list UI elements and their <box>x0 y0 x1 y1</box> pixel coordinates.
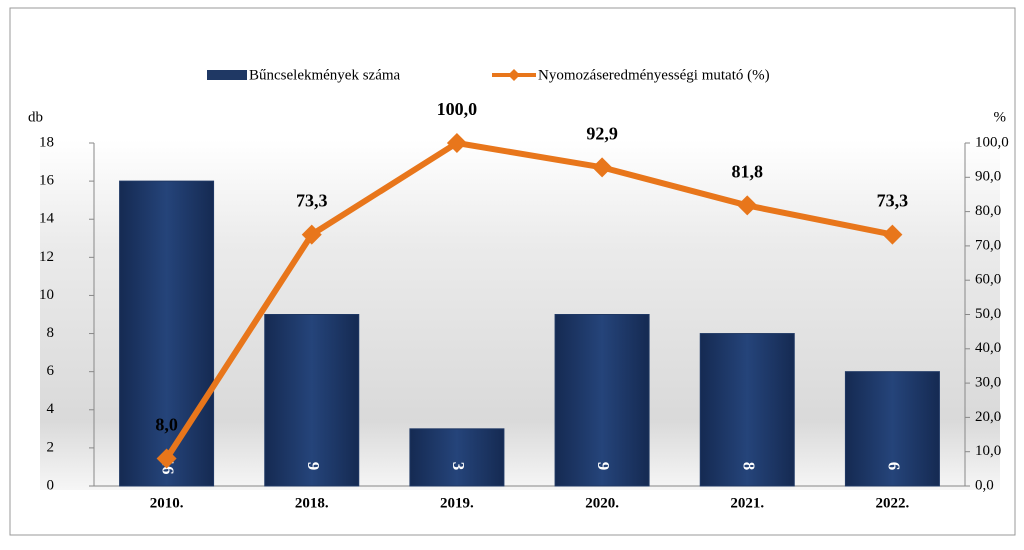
y2-tick-label: 40,0 <box>975 340 1001 356</box>
x-tick-label: 2019. <box>440 495 474 511</box>
legend-swatch-marker <box>508 69 520 81</box>
y-tick-label: 10 <box>39 287 54 303</box>
x-tick-label: 2020. <box>585 495 619 511</box>
y2-tick-label: 100,0 <box>975 134 1009 150</box>
y-tick-label: 16 <box>39 173 55 189</box>
line-value-label: 73,3 <box>296 191 328 211</box>
line-value-label: 81,8 <box>732 162 764 182</box>
bar-value-label: 9 <box>594 462 613 471</box>
y-tick-label: 12 <box>39 249 54 265</box>
y-tick-label: 8 <box>47 325 55 341</box>
line-value-label: 8,0 <box>155 415 178 435</box>
line-marker <box>882 224 903 245</box>
y2-tick-label: 10,0 <box>975 443 1001 459</box>
legend-label: Bűncselekmények száma <box>249 67 401 83</box>
line-marker <box>592 157 613 178</box>
x-tick-label: 2018. <box>295 495 329 511</box>
y-tick-label: 4 <box>47 401 55 417</box>
y2-axis-label: % <box>994 109 1007 125</box>
bar <box>264 314 360 487</box>
bar <box>554 314 650 487</box>
bar <box>409 428 505 487</box>
x-tick-label: 2010. <box>150 495 184 511</box>
line-value-label: 73,3 <box>877 191 909 211</box>
bar <box>844 371 940 487</box>
y-axis-label: db <box>28 109 43 125</box>
legend-label: Nyomozáseredményességi mutató (%) <box>538 67 770 83</box>
bar <box>119 180 215 487</box>
bar-value-label: 9 <box>304 462 323 471</box>
y2-tick-label: 70,0 <box>975 237 1001 253</box>
legend-swatch-bar <box>207 70 247 80</box>
bar-value-label: 6 <box>885 462 904 471</box>
bar-value-label: 8 <box>739 462 758 471</box>
line-marker <box>737 195 758 216</box>
y2-tick-label: 80,0 <box>975 203 1001 219</box>
bar <box>699 333 795 487</box>
line-marker <box>156 448 177 469</box>
x-tick-label: 2022. <box>876 495 910 511</box>
x-tick-label: 2021. <box>730 495 764 511</box>
line-marker <box>301 224 322 245</box>
y2-tick-label: 90,0 <box>975 169 1001 185</box>
line <box>164 140 894 461</box>
y2-tick-label: 20,0 <box>975 409 1001 425</box>
y-tick-label: 6 <box>47 363 55 379</box>
y-tick-label: 18 <box>39 134 54 150</box>
y-tick-label: 0 <box>47 477 55 493</box>
bar-value-label: 3 <box>449 462 468 471</box>
y2-tick-label: 50,0 <box>975 306 1001 322</box>
y2-tick-label: 30,0 <box>975 375 1001 391</box>
line-value-label: 100,0 <box>437 99 478 119</box>
y-tick-label: 2 <box>47 439 55 455</box>
y-tick-label: 14 <box>39 211 55 227</box>
y2-tick-label: 0,0 <box>975 477 994 493</box>
y2-tick-label: 60,0 <box>975 272 1001 288</box>
line-marker <box>446 133 467 153</box>
line-value-label: 92,9 <box>586 123 618 143</box>
